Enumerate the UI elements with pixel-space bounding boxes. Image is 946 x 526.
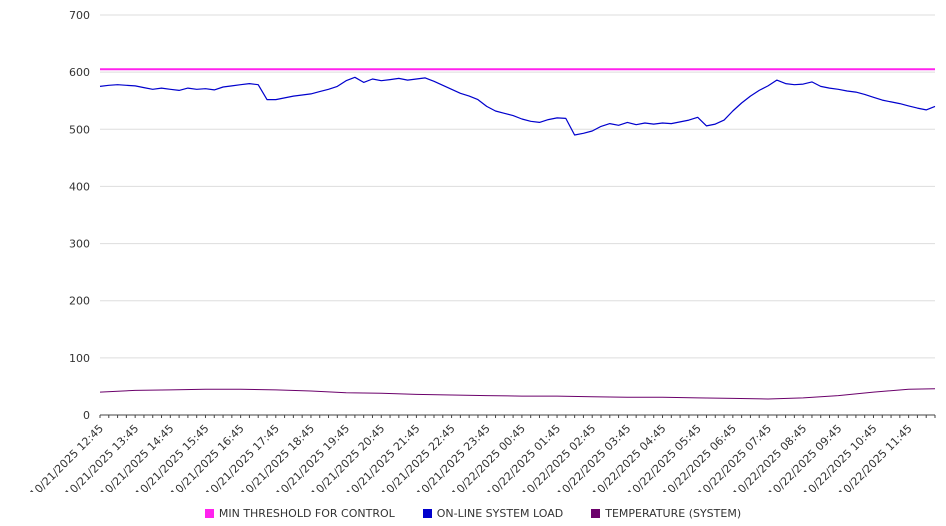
y-tick-label: 200 [69,295,90,308]
series-line-temperature-system [99,388,936,400]
y-tick-label: 300 [69,238,90,251]
legend-label-min-threshold-for-control: MIN THRESHOLD FOR CONTROL [218,507,395,520]
legend-item-min-threshold-for-control[interactable]: MIN THRESHOLD FOR CONTROL [204,507,395,520]
y-tick-label: 500 [69,123,90,136]
y-tick-label: 0 [83,409,90,422]
y-tick-label: 400 [69,180,90,193]
legend-label-temperature-system: TEMPERATURE (SYSTEM) [605,507,742,520]
y-tick-label: 600 [69,66,90,79]
legend-item-temperature-system[interactable]: TEMPERATURE (SYSTEM) [591,507,741,520]
y-tick-label: 700 [69,9,90,22]
legend-swatch-temperature-system [591,509,601,518]
series-line-on-line-system-load [99,76,936,136]
legend-swatch-on-line-system-load [422,509,432,518]
legend-item-on-line-system-load[interactable]: ON-LINE SYSTEM LOAD [422,507,564,520]
chart-legend: MIN THRESHOLD FOR CONTROL ON-LINE SYSTEM … [0,507,946,520]
legend-label-on-line-system-load: ON-LINE SYSTEM LOAD [436,507,564,520]
legend-swatch-min-threshold-for-control [204,509,214,518]
y-tick-label: 100 [69,352,90,365]
x-tick-label: 10/21/2025 12:45 [27,422,106,492]
